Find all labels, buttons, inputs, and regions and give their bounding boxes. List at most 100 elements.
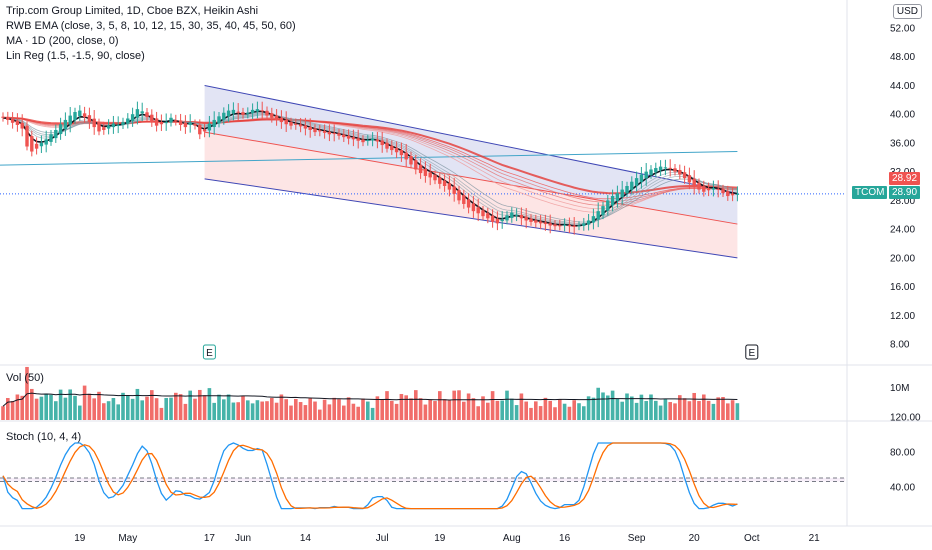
volume-bar xyxy=(519,393,524,420)
currency-button[interactable]: USD xyxy=(892,4,922,19)
channel-lower-line xyxy=(204,178,738,259)
volume-bar xyxy=(92,398,96,420)
volume-bar xyxy=(505,390,509,420)
volume-bar xyxy=(442,399,447,420)
candle-body xyxy=(476,207,480,214)
candle-body xyxy=(135,109,140,118)
candle-body xyxy=(678,169,682,175)
candle-body xyxy=(150,114,154,123)
volume-bar xyxy=(183,403,188,420)
volume-bar xyxy=(342,405,346,420)
candle-body xyxy=(702,186,706,192)
candle-body xyxy=(322,130,327,133)
volume-bar xyxy=(193,398,197,420)
legend-lin-reg[interactable]: Lin Reg (1.5, -1.5, 90, close) xyxy=(6,50,145,62)
volume-bar xyxy=(246,400,250,420)
candle-body xyxy=(591,216,596,223)
volume-bar xyxy=(399,393,404,420)
candle-body xyxy=(706,188,711,191)
volume-bar xyxy=(202,395,207,420)
candle-body xyxy=(433,174,437,181)
price-tick-label: 20.00 xyxy=(890,253,915,264)
candle-body xyxy=(726,191,730,197)
volume-bar xyxy=(212,402,216,420)
volume-bar xyxy=(250,403,255,420)
candle-body xyxy=(630,181,634,190)
volume-bar xyxy=(558,399,562,420)
candle-body xyxy=(241,112,245,115)
time-tick-label: Sep xyxy=(628,533,646,544)
axes: 52.0048.0044.0040.0036.0032.0028.0024.00… xyxy=(74,24,921,545)
volume-bar xyxy=(222,399,226,420)
legend-ma[interactable]: MA · 1D (200, close, 0) xyxy=(6,35,119,47)
legend-stoch[interactable]: Stoch (10, 4, 4) xyxy=(6,431,82,443)
earnings-event-marker[interactable]: E xyxy=(745,344,759,360)
legend-volume[interactable]: Vol (50) xyxy=(6,372,44,384)
candle-body xyxy=(265,110,269,116)
candle-body xyxy=(610,196,615,206)
candle-body xyxy=(543,222,548,225)
volume-bar xyxy=(231,402,236,420)
candle-body xyxy=(54,129,58,139)
volume-bar xyxy=(217,394,221,420)
candle-body xyxy=(716,188,720,190)
candle-body xyxy=(399,150,404,156)
time-tick-label: 16 xyxy=(559,533,571,544)
volume-bar xyxy=(462,401,466,420)
volume-bar xyxy=(534,401,538,420)
volume-bar xyxy=(553,407,557,420)
candle-body xyxy=(217,116,221,124)
volume-bar xyxy=(418,398,423,420)
volume-bar xyxy=(265,401,269,420)
candle-body xyxy=(457,190,461,201)
volume-bar xyxy=(351,403,356,420)
volume-bar xyxy=(322,399,327,420)
volume-bar xyxy=(385,391,389,420)
volume-bar xyxy=(639,394,644,420)
volume-bar xyxy=(620,401,624,420)
volume-bar xyxy=(97,391,101,420)
volume-bar xyxy=(87,393,92,420)
volume-bar xyxy=(577,403,581,420)
channel-middle-line xyxy=(204,131,738,225)
candle-body xyxy=(246,112,250,114)
volume-bar xyxy=(380,399,384,420)
candle-body xyxy=(255,109,260,112)
volume-bar xyxy=(140,400,144,420)
price-tick-label: 12.00 xyxy=(890,311,915,322)
volume-bar xyxy=(145,396,149,420)
candle-body xyxy=(327,131,332,135)
candle-body xyxy=(313,128,317,133)
candle-body xyxy=(692,178,696,187)
candle-body xyxy=(687,175,692,183)
volume-bar xyxy=(327,404,332,420)
volume-bar xyxy=(207,388,212,420)
candle-body xyxy=(447,183,452,190)
candle-body xyxy=(466,199,471,208)
earnings-marker-box xyxy=(202,344,216,360)
legend-title[interactable]: Trip.com Group Limited, 1D, Cboe BZX, He… xyxy=(6,5,259,17)
candle-body xyxy=(534,220,538,223)
volume-bar xyxy=(596,387,600,420)
earnings-marker-label: E xyxy=(748,348,755,359)
candle-body xyxy=(510,212,514,218)
symbol-badge: TCOM xyxy=(852,186,888,199)
volume-bar xyxy=(610,390,615,420)
volume-bar xyxy=(409,398,413,420)
volume-bar xyxy=(673,403,677,420)
candle-body xyxy=(102,127,106,130)
legend-rwb-ema[interactable]: RWB EMA (close, 3, 5, 8, 10, 12, 15, 30,… xyxy=(6,20,296,32)
time-tick-label: 20 xyxy=(689,533,701,544)
candle-body xyxy=(87,115,92,123)
volume-bar xyxy=(102,403,106,420)
candle-body xyxy=(279,117,284,123)
price-tick-label: 44.00 xyxy=(890,81,915,92)
earnings-event-marker[interactable]: E xyxy=(202,344,216,360)
price-tick-label: 28.00 xyxy=(890,196,915,207)
candle-body xyxy=(562,224,567,226)
volume-bar xyxy=(538,406,543,420)
candle-body xyxy=(586,220,591,225)
volume-bar xyxy=(289,405,293,420)
volume-bar xyxy=(697,401,701,420)
